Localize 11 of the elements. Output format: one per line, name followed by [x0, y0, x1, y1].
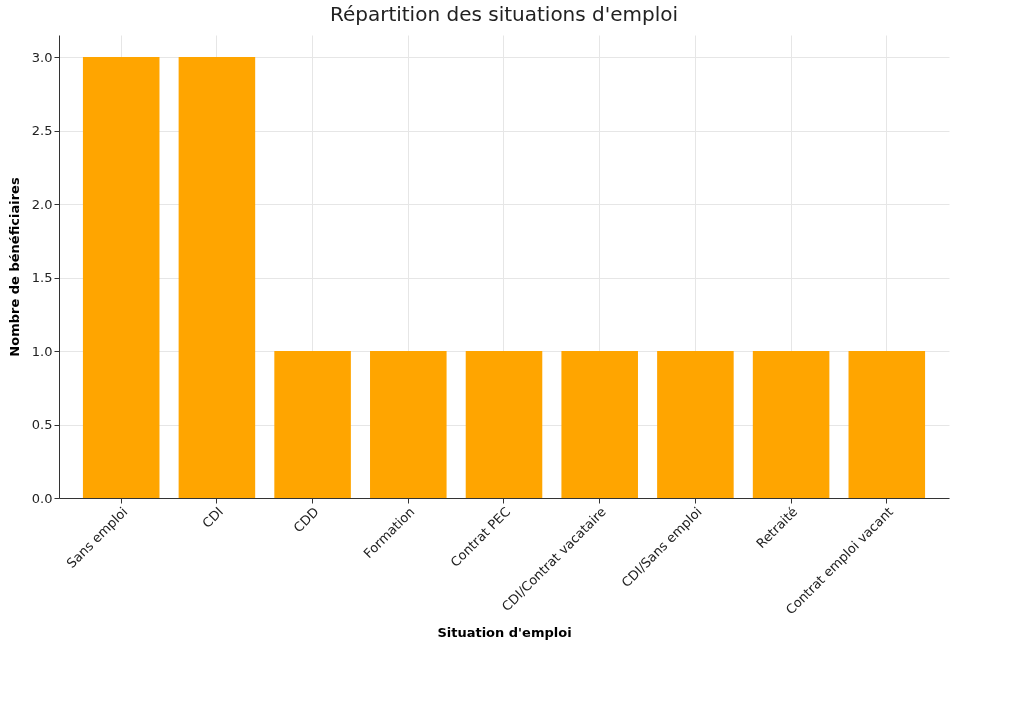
y-tick-label: 2.5: [31, 123, 53, 139]
y-tick-label: 1.0: [31, 343, 53, 359]
y-tick-label: 0.0: [31, 490, 53, 506]
chart-title: Répartition des situations d'emploi: [329, 2, 679, 26]
y-tick-label: 3.0: [31, 49, 53, 65]
x-tick-label: CDI: [199, 504, 227, 531]
y-tick-label: 0.5: [31, 417, 53, 433]
y-tick-label: 2.0: [31, 196, 53, 212]
y-tick-label: 1.5: [31, 270, 53, 286]
x-axis-title: Situation d'emploi: [437, 625, 572, 641]
y-axis-title: Nombre de bénéficiaires: [6, 177, 22, 357]
